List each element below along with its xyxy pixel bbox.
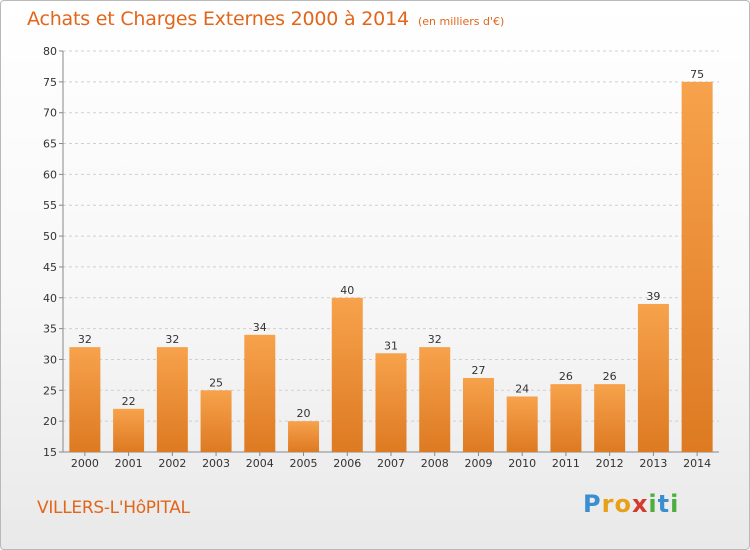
y-tick-label: 55 [43,199,57,212]
data-label: 32 [428,333,442,346]
x-tick-label: 2014 [683,457,711,470]
data-label: 27 [471,364,485,377]
x-tick-label: 2001 [115,457,143,470]
bar [419,347,451,452]
logo-letter: o [614,490,632,518]
y-tick-label: 15 [43,446,57,459]
data-label: 20 [297,407,311,420]
bar [200,390,232,452]
bar [594,384,626,452]
chart-subtitle: (en milliers d'€) [418,15,505,28]
bar [550,384,582,452]
logo-letter: i [648,490,658,518]
y-tick-label: 25 [43,384,57,397]
x-tick-label: 2002 [158,457,186,470]
data-label: 26 [603,370,617,383]
logo-letter: P [583,490,602,518]
bar [637,303,669,452]
x-tick-label: 2003 [202,457,230,470]
x-tick-label: 2006 [333,457,361,470]
x-tick-label: 2009 [464,457,492,470]
bar [506,396,538,452]
bar [113,408,145,452]
y-tick-label: 35 [43,323,57,336]
bar [244,334,276,452]
y-tick-label: 20 [43,415,57,428]
y-tick-label: 65 [43,138,57,151]
proxiti-logo: Proxiti [583,490,679,518]
x-tick-label: 2005 [290,457,318,470]
location-label: VILLERS-L'HôPITAL [37,498,190,518]
logo-letter: i [670,490,680,518]
y-tick-label: 80 [43,45,57,58]
data-label: 25 [209,376,223,389]
data-label: 34 [253,321,267,334]
y-tick-label: 50 [43,230,57,243]
bar [681,81,713,452]
bar [288,421,320,452]
bar [69,347,101,452]
y-tick-label: 75 [43,76,57,89]
data-label: 26 [559,370,573,383]
y-tick-label: 70 [43,107,57,120]
bar [375,353,407,452]
x-tick-label: 2008 [421,457,449,470]
x-tick-label: 2004 [246,457,274,470]
y-tick-label: 40 [43,292,57,305]
x-tick-label: 2013 [639,457,667,470]
data-label: 32 [78,333,92,346]
x-tick-label: 2011 [552,457,580,470]
bar [331,297,363,452]
data-label: 39 [646,290,660,303]
logo-letter: t [657,490,671,518]
y-tick-label: 45 [43,261,57,274]
x-tick-label: 2012 [596,457,624,470]
bar [462,377,494,452]
logo-letter: r [601,490,615,518]
x-tick-label: 2000 [71,457,99,470]
data-label: 22 [122,395,136,408]
x-tick-label: 2010 [508,457,536,470]
data-label: 40 [340,284,354,297]
x-tick-label: 2007 [377,457,405,470]
y-tick-label: 30 [43,353,57,366]
logo-letter: x [631,490,649,518]
bar [156,347,188,452]
chart-title: Achats et Charges Externes 2000 à 2014 [27,8,409,30]
data-label: 31 [384,339,398,352]
data-label: 32 [165,333,179,346]
data-label: 24 [515,382,529,395]
data-label: 75 [690,68,704,81]
y-tick-label: 60 [43,168,57,181]
